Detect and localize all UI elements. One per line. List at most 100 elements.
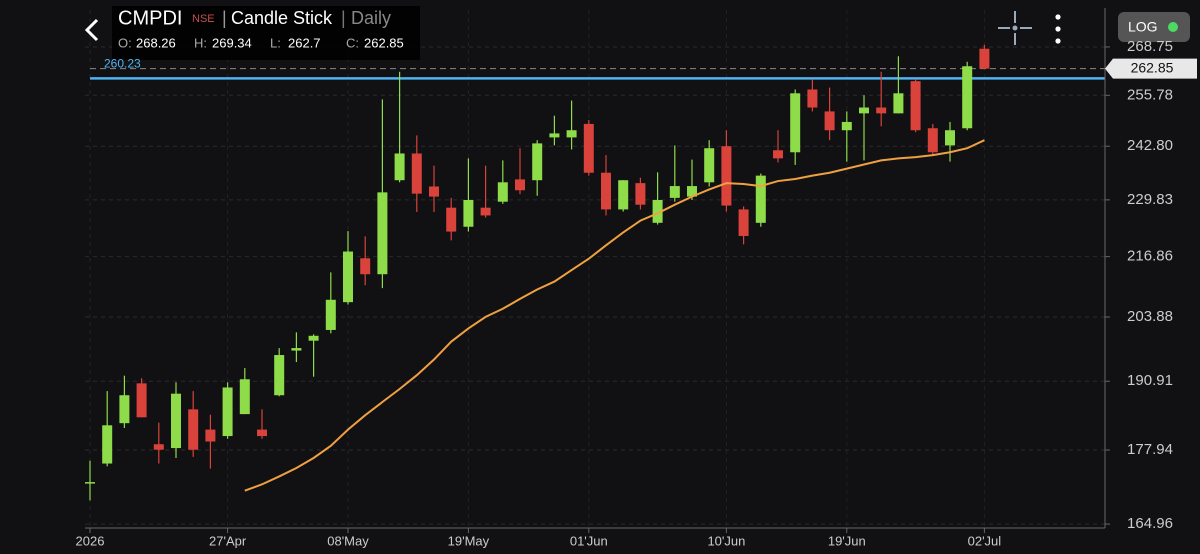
- candle-body: [136, 383, 147, 418]
- candle-body: [411, 153, 422, 194]
- candle-body: [893, 93, 904, 114]
- ohlc-key: L:: [270, 35, 281, 50]
- y-tick-label: 242.80: [1127, 137, 1173, 154]
- level-label: 260.23: [104, 57, 141, 71]
- candle-body: [566, 130, 577, 138]
- candle-body: [738, 209, 749, 236]
- candle-body: [119, 395, 130, 424]
- candle-body: [274, 355, 285, 396]
- candle-body: [480, 207, 491, 216]
- candle-body: [704, 148, 715, 183]
- icon: [1055, 14, 1061, 20]
- price-tag: [1105, 58, 1197, 79]
- candle-body: [239, 379, 250, 415]
- candle-body: [859, 107, 869, 114]
- y-tick-label: 216.86: [1127, 248, 1173, 265]
- ohlc-value: 262.7: [288, 35, 321, 50]
- icon: [1055, 26, 1061, 32]
- x-tick-label: 02'Jul: [968, 533, 1002, 548]
- x-tick-label: 10'Jun: [707, 533, 745, 548]
- x-tick-label: 27'Apr: [209, 533, 247, 548]
- candle-body: [687, 186, 697, 197]
- button-bg: [1118, 12, 1190, 42]
- y-tick-label: 164.96: [1127, 515, 1173, 532]
- ohlc-legend: O: 268.26 H: 269.34 L: 262.7 C: 262.85: [118, 35, 404, 50]
- candle-body: [962, 66, 973, 129]
- separator: |: [341, 8, 346, 28]
- icon: [1012, 25, 1018, 31]
- icon: [1055, 38, 1061, 44]
- candle-body: [291, 348, 302, 351]
- candle-body: [308, 335, 319, 341]
- x-tick-label: 19'Jun: [828, 533, 866, 548]
- candle-body: [360, 258, 371, 275]
- candle-body: [635, 183, 646, 205]
- candle-body: [618, 180, 629, 210]
- status-dot: [1168, 22, 1178, 32]
- symbol: CMPDI: [118, 7, 182, 29]
- y-tick-label: 203.88: [1127, 308, 1173, 325]
- candle-body: [446, 207, 457, 232]
- button-label: LOG: [1128, 19, 1158, 35]
- ohlc-value: 268.26: [136, 35, 176, 50]
- y-tick-label: 177.94: [1127, 441, 1173, 458]
- exchange: NSE: [192, 13, 215, 25]
- candle-body: [257, 429, 267, 437]
- price-tag-label: 262.85: [1131, 59, 1174, 75]
- candle-body: [807, 89, 818, 108]
- candle-body: [153, 444, 164, 450]
- y-tick-label: 229.83: [1127, 191, 1173, 208]
- candle-body: [549, 133, 560, 138]
- candle-body: [601, 172, 611, 210]
- plot: [85, 44, 1105, 501]
- candle-body: [773, 150, 783, 159]
- separator: |: [222, 8, 227, 28]
- candle-body: [927, 128, 938, 153]
- interval: Daily: [351, 8, 391, 28]
- candle-body: [876, 107, 887, 114]
- candle-body: [755, 175, 766, 223]
- candle-body: [945, 130, 955, 146]
- candle-body: [824, 111, 835, 131]
- crosshair-button[interactable]: [998, 11, 1032, 45]
- candle-body: [463, 200, 474, 227]
- x-tick-label: 08'May: [327, 533, 369, 548]
- ohlc-key: O:: [118, 35, 132, 50]
- candle-body: [669, 186, 680, 198]
- candle-body: [377, 192, 388, 275]
- y-tick-label: 268.75: [1127, 38, 1173, 55]
- candle-body: [394, 153, 405, 181]
- ohlc-key: C:: [346, 35, 359, 50]
- candle-body: [205, 429, 216, 442]
- candle-body: [790, 93, 801, 153]
- candle-body: [188, 409, 199, 450]
- ohlc-key: H:: [194, 35, 207, 50]
- candle-body: [910, 81, 921, 131]
- back-button[interactable]: [84, 18, 99, 42]
- menu-button[interactable]: [1055, 14, 1061, 44]
- candle-body: [652, 200, 663, 223]
- x-tick-label: 19'May: [448, 533, 490, 548]
- candle-body: [841, 121, 852, 131]
- x-tick-label: 2026: [76, 533, 105, 548]
- candle-body: [515, 179, 525, 191]
- candle-body: [85, 482, 95, 484]
- candle-body: [583, 123, 594, 173]
- chart-style: Candle Stick: [231, 8, 333, 28]
- candle-body: [102, 425, 113, 464]
- ohlc-value: 262.85: [364, 35, 404, 50]
- moving-average: [244, 139, 985, 492]
- candle-body: [721, 146, 732, 206]
- candle-body: [171, 393, 181, 449]
- log-button[interactable]: LOG: [1118, 12, 1190, 42]
- candle-body: [532, 143, 543, 181]
- y-tick-label: 190.91: [1127, 372, 1173, 389]
- candle-body: [325, 299, 336, 330]
- x-tick-label: 01'Jun: [570, 533, 608, 548]
- candle-body: [979, 48, 990, 69]
- ohlc-value: 269.34: [212, 35, 252, 50]
- candle-body: [222, 387, 233, 437]
- header-box: [112, 6, 420, 60]
